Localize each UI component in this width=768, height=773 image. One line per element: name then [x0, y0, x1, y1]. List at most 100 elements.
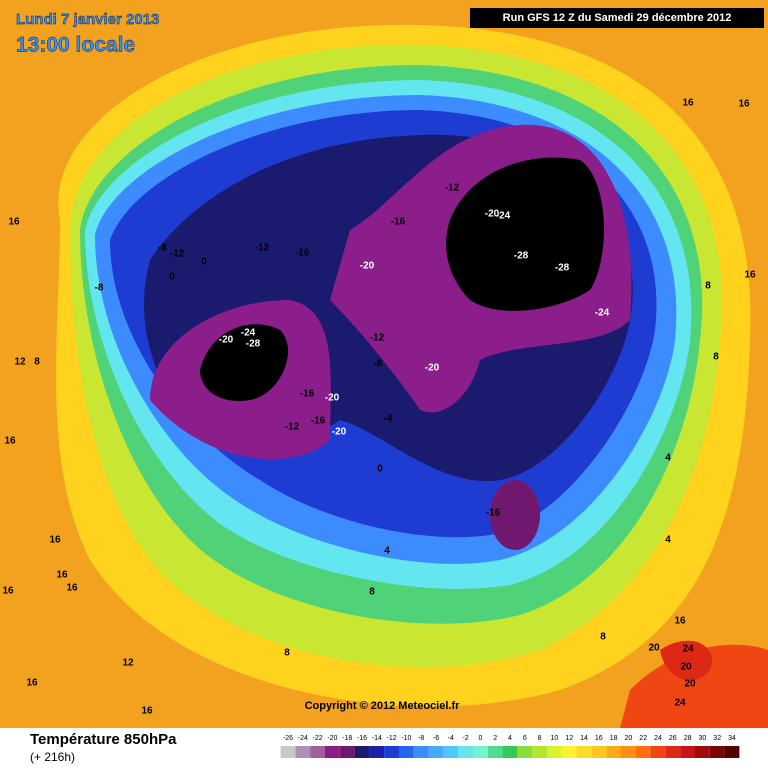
- scale-tick-label: 16: [595, 735, 603, 742]
- contour-label: -28: [514, 251, 529, 262]
- scale-swatch: [399, 746, 414, 758]
- contour-label: -12: [170, 249, 185, 260]
- scale-swatch: [354, 746, 370, 758]
- scale-tick-label: 4: [508, 735, 512, 742]
- color-scale: -26 -24 -22 -20 -18 -16 -14 -12 -10 -8 -6 -4 -2 0 2 4 6 8…: [280, 735, 740, 758]
- contour-label: -12: [285, 422, 300, 433]
- scale-tick-label: 10: [551, 735, 559, 742]
- contour-label: -20: [219, 335, 234, 346]
- run-box: [470, 8, 764, 28]
- contour-label: 24: [682, 644, 694, 655]
- scale-tick-label: -26: [283, 735, 293, 742]
- contour-label: 16: [744, 270, 756, 281]
- contour-label: -24: [241, 328, 256, 339]
- contour-label: -16: [311, 416, 326, 427]
- scale-tick-label: 30: [699, 735, 707, 742]
- scale-swatch: [473, 746, 488, 758]
- contour-label: -12: [370, 333, 385, 344]
- scale-swatch: [591, 746, 607, 758]
- contour-label: -8: [95, 283, 104, 294]
- temperature-field: [56, 24, 768, 728]
- contour-label: 8: [34, 357, 40, 368]
- scale-tick-label: -6: [433, 735, 439, 742]
- contour-label: -28: [555, 263, 570, 274]
- contour-label: -16: [486, 508, 501, 519]
- contour-label: 16: [66, 583, 78, 594]
- scale-swatch: [724, 746, 740, 758]
- contour-label: 0: [201, 257, 207, 268]
- date: Lundi 7 janvier 2013: [16, 11, 159, 28]
- scale-tick-label: 34: [728, 735, 736, 742]
- scale-swatch: [650, 746, 666, 758]
- contour-label: 20: [684, 679, 696, 690]
- scale-swatch: [443, 746, 459, 758]
- scale-swatch: [709, 746, 725, 758]
- contour-label: 8: [369, 587, 375, 598]
- scale-swatch: [458, 746, 473, 758]
- contour-label: -20: [425, 363, 440, 374]
- contour-label: 8: [705, 281, 711, 292]
- scale-swatch: [517, 746, 533, 758]
- scale-swatch: [680, 746, 695, 758]
- time: 13:00 locale: [16, 34, 135, 57]
- scale-tick-label: 20: [625, 735, 633, 742]
- contour-label: -16: [300, 389, 315, 400]
- contour-label: 16: [8, 217, 20, 228]
- contour-label: 0: [169, 272, 175, 283]
- scale-swatch: [532, 746, 547, 758]
- contour-label: 8: [284, 648, 290, 659]
- contour-label: 12: [122, 658, 134, 669]
- scale-swatch: [413, 746, 429, 758]
- scale-tick-label: -2: [462, 735, 468, 742]
- scale-tick-label: -22: [313, 735, 323, 742]
- run-info: Run GFS 12 Z du Samedi 29 décembre 2012: [503, 12, 732, 24]
- scale-tick-label: -16: [357, 735, 367, 742]
- scale-tick-label: 14: [580, 735, 588, 742]
- scale-tick-label: -14: [372, 735, 382, 742]
- scale-tick-label: -8: [418, 735, 424, 742]
- scale-swatch: [576, 746, 592, 758]
- scale-swatch: [428, 746, 444, 758]
- scale-swatch: [606, 746, 621, 758]
- contour-label: -20: [325, 393, 340, 404]
- scale-swatch: [561, 746, 577, 758]
- scale-tick-label: 22: [639, 735, 647, 742]
- scale-tick-label: -18: [342, 735, 352, 742]
- scale-tick-label: 24: [654, 735, 662, 742]
- scale-tick-label: 6: [523, 735, 527, 742]
- contour-label: -8: [374, 359, 383, 370]
- scale-swatch: [339, 746, 355, 758]
- scale-swatch: [621, 746, 636, 758]
- contour-label: -12: [445, 183, 460, 194]
- scale-swatch: [369, 746, 385, 758]
- scale-tick-label: 0: [478, 735, 482, 742]
- contour-label: 16: [674, 616, 686, 627]
- scale-tick-label: 12: [565, 735, 573, 742]
- contour-label: 16: [26, 678, 38, 689]
- contour-label: 8: [713, 352, 719, 363]
- contour-label: 20: [680, 662, 692, 673]
- scale-tick-label: -20: [327, 735, 337, 742]
- contour-label: -16: [391, 217, 406, 228]
- scale-swatch: [502, 746, 518, 758]
- scale-tick-label: -12: [387, 735, 397, 742]
- contour-label: -4: [384, 414, 393, 425]
- scale-tick-label: 32: [713, 735, 721, 742]
- scale-tick-label: -10: [401, 735, 411, 742]
- contour-label: 16: [738, 99, 750, 110]
- scale-swatch: [487, 746, 503, 758]
- scale-tick-label: -4: [448, 735, 454, 742]
- scale-swatch: [325, 746, 340, 758]
- scale-swatch: [310, 746, 325, 758]
- contour-label: 24: [674, 698, 686, 709]
- contour-label: 16: [2, 586, 14, 597]
- contour-label: 8: [600, 632, 606, 643]
- scale-swatch: [665, 746, 681, 758]
- footer-lead: (+ 216h): [30, 750, 75, 764]
- contour-label: 12: [14, 357, 26, 368]
- scale-tick-label: 2: [493, 735, 497, 742]
- scale-swatch: [695, 746, 710, 758]
- scale-tick-label: 26: [669, 735, 677, 742]
- contour-label: -16: [470, 200, 485, 211]
